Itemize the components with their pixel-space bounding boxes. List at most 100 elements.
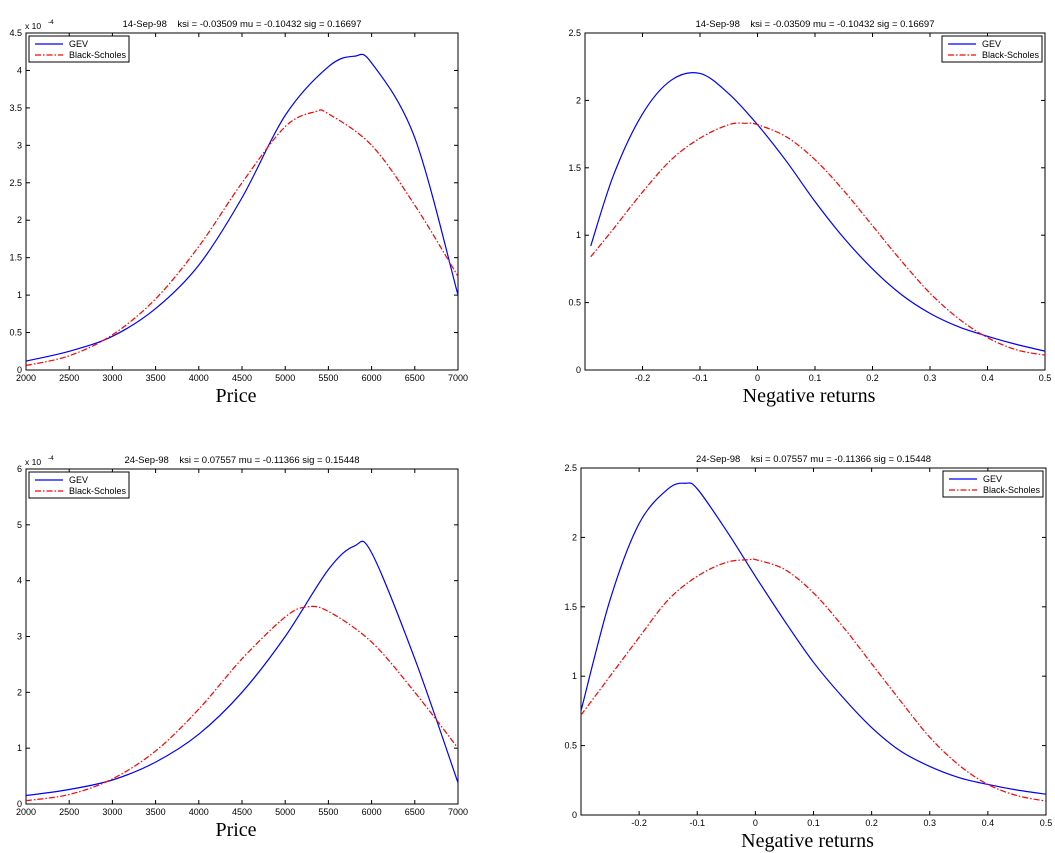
- x-axis-label: Price: [215, 385, 256, 407]
- x-axis-label: Price: [215, 819, 256, 841]
- x-tick-label: 5000: [275, 373, 295, 383]
- x-tick-label: 3000: [102, 373, 122, 383]
- y-tick-label: 0: [572, 810, 577, 820]
- series-line-black-scholes: [26, 606, 458, 800]
- y-tick-label: 3: [17, 632, 22, 642]
- y-tick-label: 3: [17, 140, 22, 150]
- plot-area-frame: [26, 469, 458, 804]
- x-tick-label: 6000: [362, 807, 382, 817]
- x-tick-label: 4000: [189, 373, 209, 383]
- chart-top-left: 14-Sep-98 ksi = -0.03509 mu = -0.10432 s…: [0, 0, 527, 426]
- chart-title: 24-Sep-98 ksi = 0.07557 mu = -0.11366 si…: [124, 455, 359, 466]
- x-tick-label: 0.1: [809, 373, 822, 383]
- x-tick-label: 0.4: [981, 373, 994, 383]
- y-tick-label: 2.5: [9, 178, 22, 188]
- chart-title: 24-Sep-98 ksi = 0.07557 mu = -0.11366 si…: [696, 454, 931, 465]
- y-exponent-power: -4: [48, 455, 54, 462]
- plot-area-frame: [26, 33, 458, 370]
- x-tick-label: 0.2: [866, 373, 879, 383]
- x-tick-label: -0.2: [635, 373, 651, 383]
- x-tick-label: 0: [753, 818, 758, 828]
- x-tick-label: 6500: [405, 807, 425, 817]
- series-line-gev: [26, 54, 458, 361]
- x-tick-label: 3000: [102, 807, 122, 817]
- x-tick-label: 4500: [232, 807, 252, 817]
- y-tick-label: 1.5: [564, 602, 577, 612]
- y-tick-label: 0.5: [9, 328, 22, 338]
- series-line-gev: [591, 73, 1045, 352]
- chart-title: 14-Sep-98 ksi = -0.03509 mu = -0.10432 s…: [123, 19, 362, 30]
- y-tick-label: 1: [576, 230, 581, 240]
- y-tick-label: 1: [17, 743, 22, 753]
- series-line-black-scholes: [581, 559, 1046, 801]
- legend-label: GEV: [69, 475, 88, 485]
- x-tick-label: 2500: [59, 807, 79, 817]
- series-line-gev: [581, 483, 1046, 794]
- y-tick-label: 2: [17, 215, 22, 225]
- series-line-black-scholes: [26, 110, 458, 366]
- y-tick-label: 2.5: [564, 463, 577, 473]
- x-tick-label: 0.3: [924, 373, 937, 383]
- series-line-gev: [26, 541, 458, 795]
- y-tick-label: 2: [576, 95, 581, 105]
- x-tick-label: 0: [755, 373, 760, 383]
- series-line-black-scholes: [591, 123, 1045, 355]
- chart-bottom-left: 24-Sep-98 ksi = 0.07557 mu = -0.11366 si…: [0, 426, 527, 853]
- x-tick-label: 3500: [146, 807, 166, 817]
- legend-label: Black-Scholes: [983, 485, 1041, 495]
- x-axis-label: Negative returns: [743, 385, 876, 407]
- x-tick-label: 3500: [146, 373, 166, 383]
- x-tick-label: 5000: [275, 807, 295, 817]
- y-tick-label: 4: [17, 576, 22, 586]
- x-tick-label: 0.5: [1039, 373, 1052, 383]
- y-tick-label: 1.5: [9, 253, 22, 263]
- y-tick-label: 2.5: [568, 28, 581, 38]
- legend-label: GEV: [69, 39, 88, 49]
- y-tick-label: 0.5: [568, 298, 581, 308]
- y-exponent-label: x 10: [25, 21, 41, 31]
- x-tick-label: 0.4: [982, 818, 995, 828]
- y-tick-label: 2: [17, 687, 22, 697]
- x-tick-label: 5500: [318, 373, 338, 383]
- y-tick-label: 6: [17, 464, 22, 474]
- x-tick-label: 0.1: [807, 818, 820, 828]
- chart-bottom-right: 24-Sep-98 ksi = 0.07557 mu = -0.11366 si…: [527, 426, 1055, 853]
- y-tick-label: 4: [17, 65, 22, 75]
- y-tick-label: 1: [572, 671, 577, 681]
- legend-label: Black-Scholes: [982, 50, 1040, 60]
- x-tick-label: 4500: [232, 373, 252, 383]
- x-tick-label: -0.2: [631, 818, 647, 828]
- legend-label: GEV: [982, 39, 1001, 49]
- y-tick-label: 1: [17, 290, 22, 300]
- y-tick-label: 0: [17, 365, 22, 375]
- legend-label: GEV: [983, 474, 1002, 484]
- y-tick-label: 5: [17, 520, 22, 530]
- y-tick-label: 0: [576, 365, 581, 375]
- x-tick-label: 0.5: [1040, 818, 1053, 828]
- x-tick-label: -0.1: [689, 818, 705, 828]
- y-tick-label: 2: [572, 532, 577, 542]
- x-tick-label: 0.3: [923, 818, 936, 828]
- x-axis-label: Negative returns: [741, 830, 874, 852]
- x-tick-label: 7000: [448, 807, 468, 817]
- x-tick-label: 0.2: [865, 818, 878, 828]
- plot-area-frame: [581, 468, 1046, 815]
- legend-label: Black-Scholes: [69, 486, 127, 496]
- x-tick-label: 2500: [59, 373, 79, 383]
- y-tick-label: 0.5: [564, 741, 577, 751]
- legend-label: Black-Scholes: [69, 50, 127, 60]
- x-tick-label: 6000: [362, 373, 382, 383]
- y-tick-label: 0: [17, 799, 22, 809]
- y-tick-label: 4.5: [9, 28, 22, 38]
- y-tick-label: 1.5: [568, 163, 581, 173]
- x-tick-label: 5500: [318, 807, 338, 817]
- x-tick-label: 4000: [189, 807, 209, 817]
- x-tick-label: 6500: [405, 373, 425, 383]
- x-tick-label: 7000: [448, 373, 468, 383]
- y-exponent-label: x 10: [25, 457, 41, 467]
- y-exponent-power: -4: [48, 19, 54, 26]
- y-tick-label: 3.5: [9, 103, 22, 113]
- chart-top-right: 14-Sep-98 ksi = -0.03509 mu = -0.10432 s…: [527, 0, 1055, 426]
- x-tick-label: -0.1: [692, 373, 708, 383]
- chart-title: 14-Sep-98 ksi = -0.03509 mu = -0.10432 s…: [696, 19, 935, 30]
